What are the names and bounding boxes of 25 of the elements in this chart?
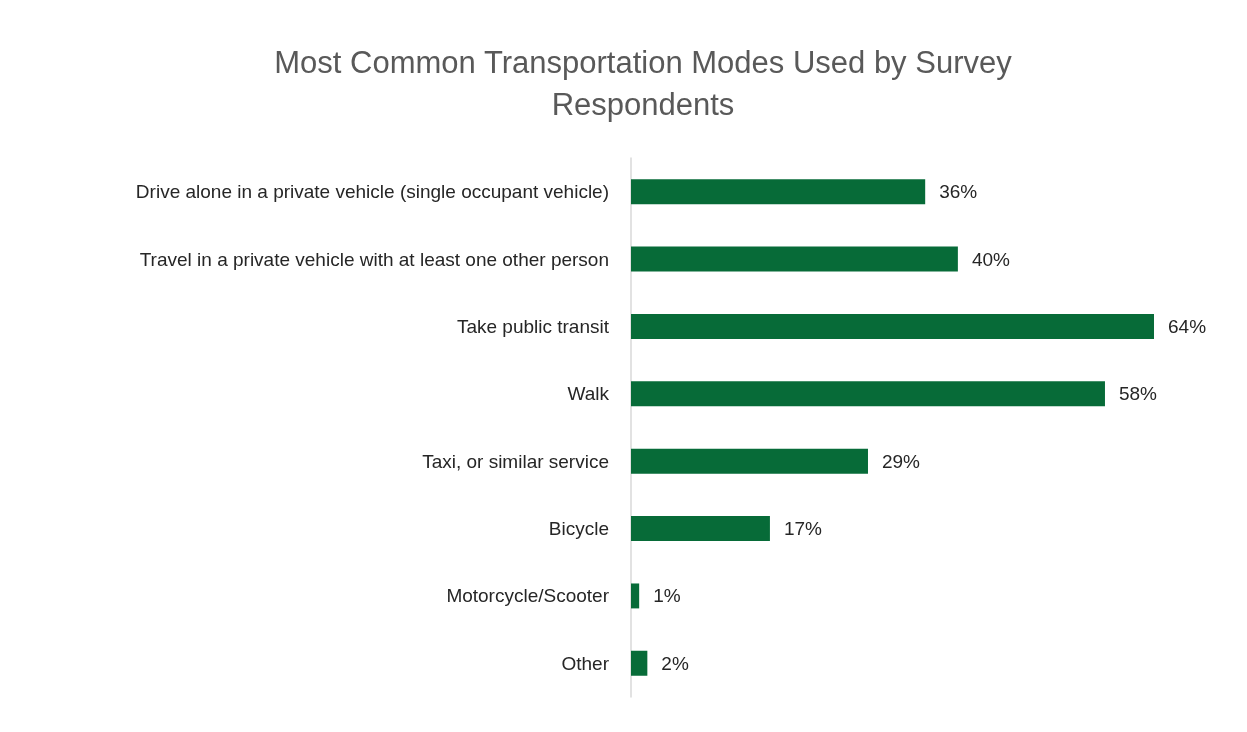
bar bbox=[631, 381, 1105, 407]
data-label: 17% bbox=[783, 518, 823, 540]
bar bbox=[631, 650, 648, 676]
y-tick-label: Other bbox=[561, 652, 610, 674]
y-tick-label: Walk bbox=[567, 383, 610, 405]
y-tick-label: Bicycle bbox=[548, 518, 609, 540]
data-label: 2% bbox=[661, 652, 689, 674]
bar bbox=[631, 583, 640, 609]
bar bbox=[631, 516, 770, 542]
y-tick-label: Drive alone in a private vehicle (single occupant vehicle) bbox=[135, 181, 609, 203]
data-label: 64% bbox=[1168, 315, 1207, 337]
data-label: 29% bbox=[881, 450, 921, 472]
y-tick-label: Taxi, or similar service bbox=[422, 450, 609, 472]
bar bbox=[631, 179, 926, 205]
data-label: 58% bbox=[1118, 383, 1158, 405]
bar bbox=[631, 246, 958, 272]
y-tick-label: Motorcycle/Scooter bbox=[446, 585, 610, 607]
data-label: 1% bbox=[653, 585, 681, 607]
bar bbox=[631, 313, 1154, 339]
bar bbox=[631, 448, 868, 474]
chart-title: Most Common Transportation Modes Used by Survey Respondents bbox=[274, 44, 1013, 122]
y-tick-label: Travel in a private vehicle with at least one other person bbox=[139, 248, 609, 270]
y-tick-label: Take public transit bbox=[456, 315, 610, 337]
data-label: 40% bbox=[971, 248, 1011, 270]
data-label: 36% bbox=[939, 181, 978, 203]
